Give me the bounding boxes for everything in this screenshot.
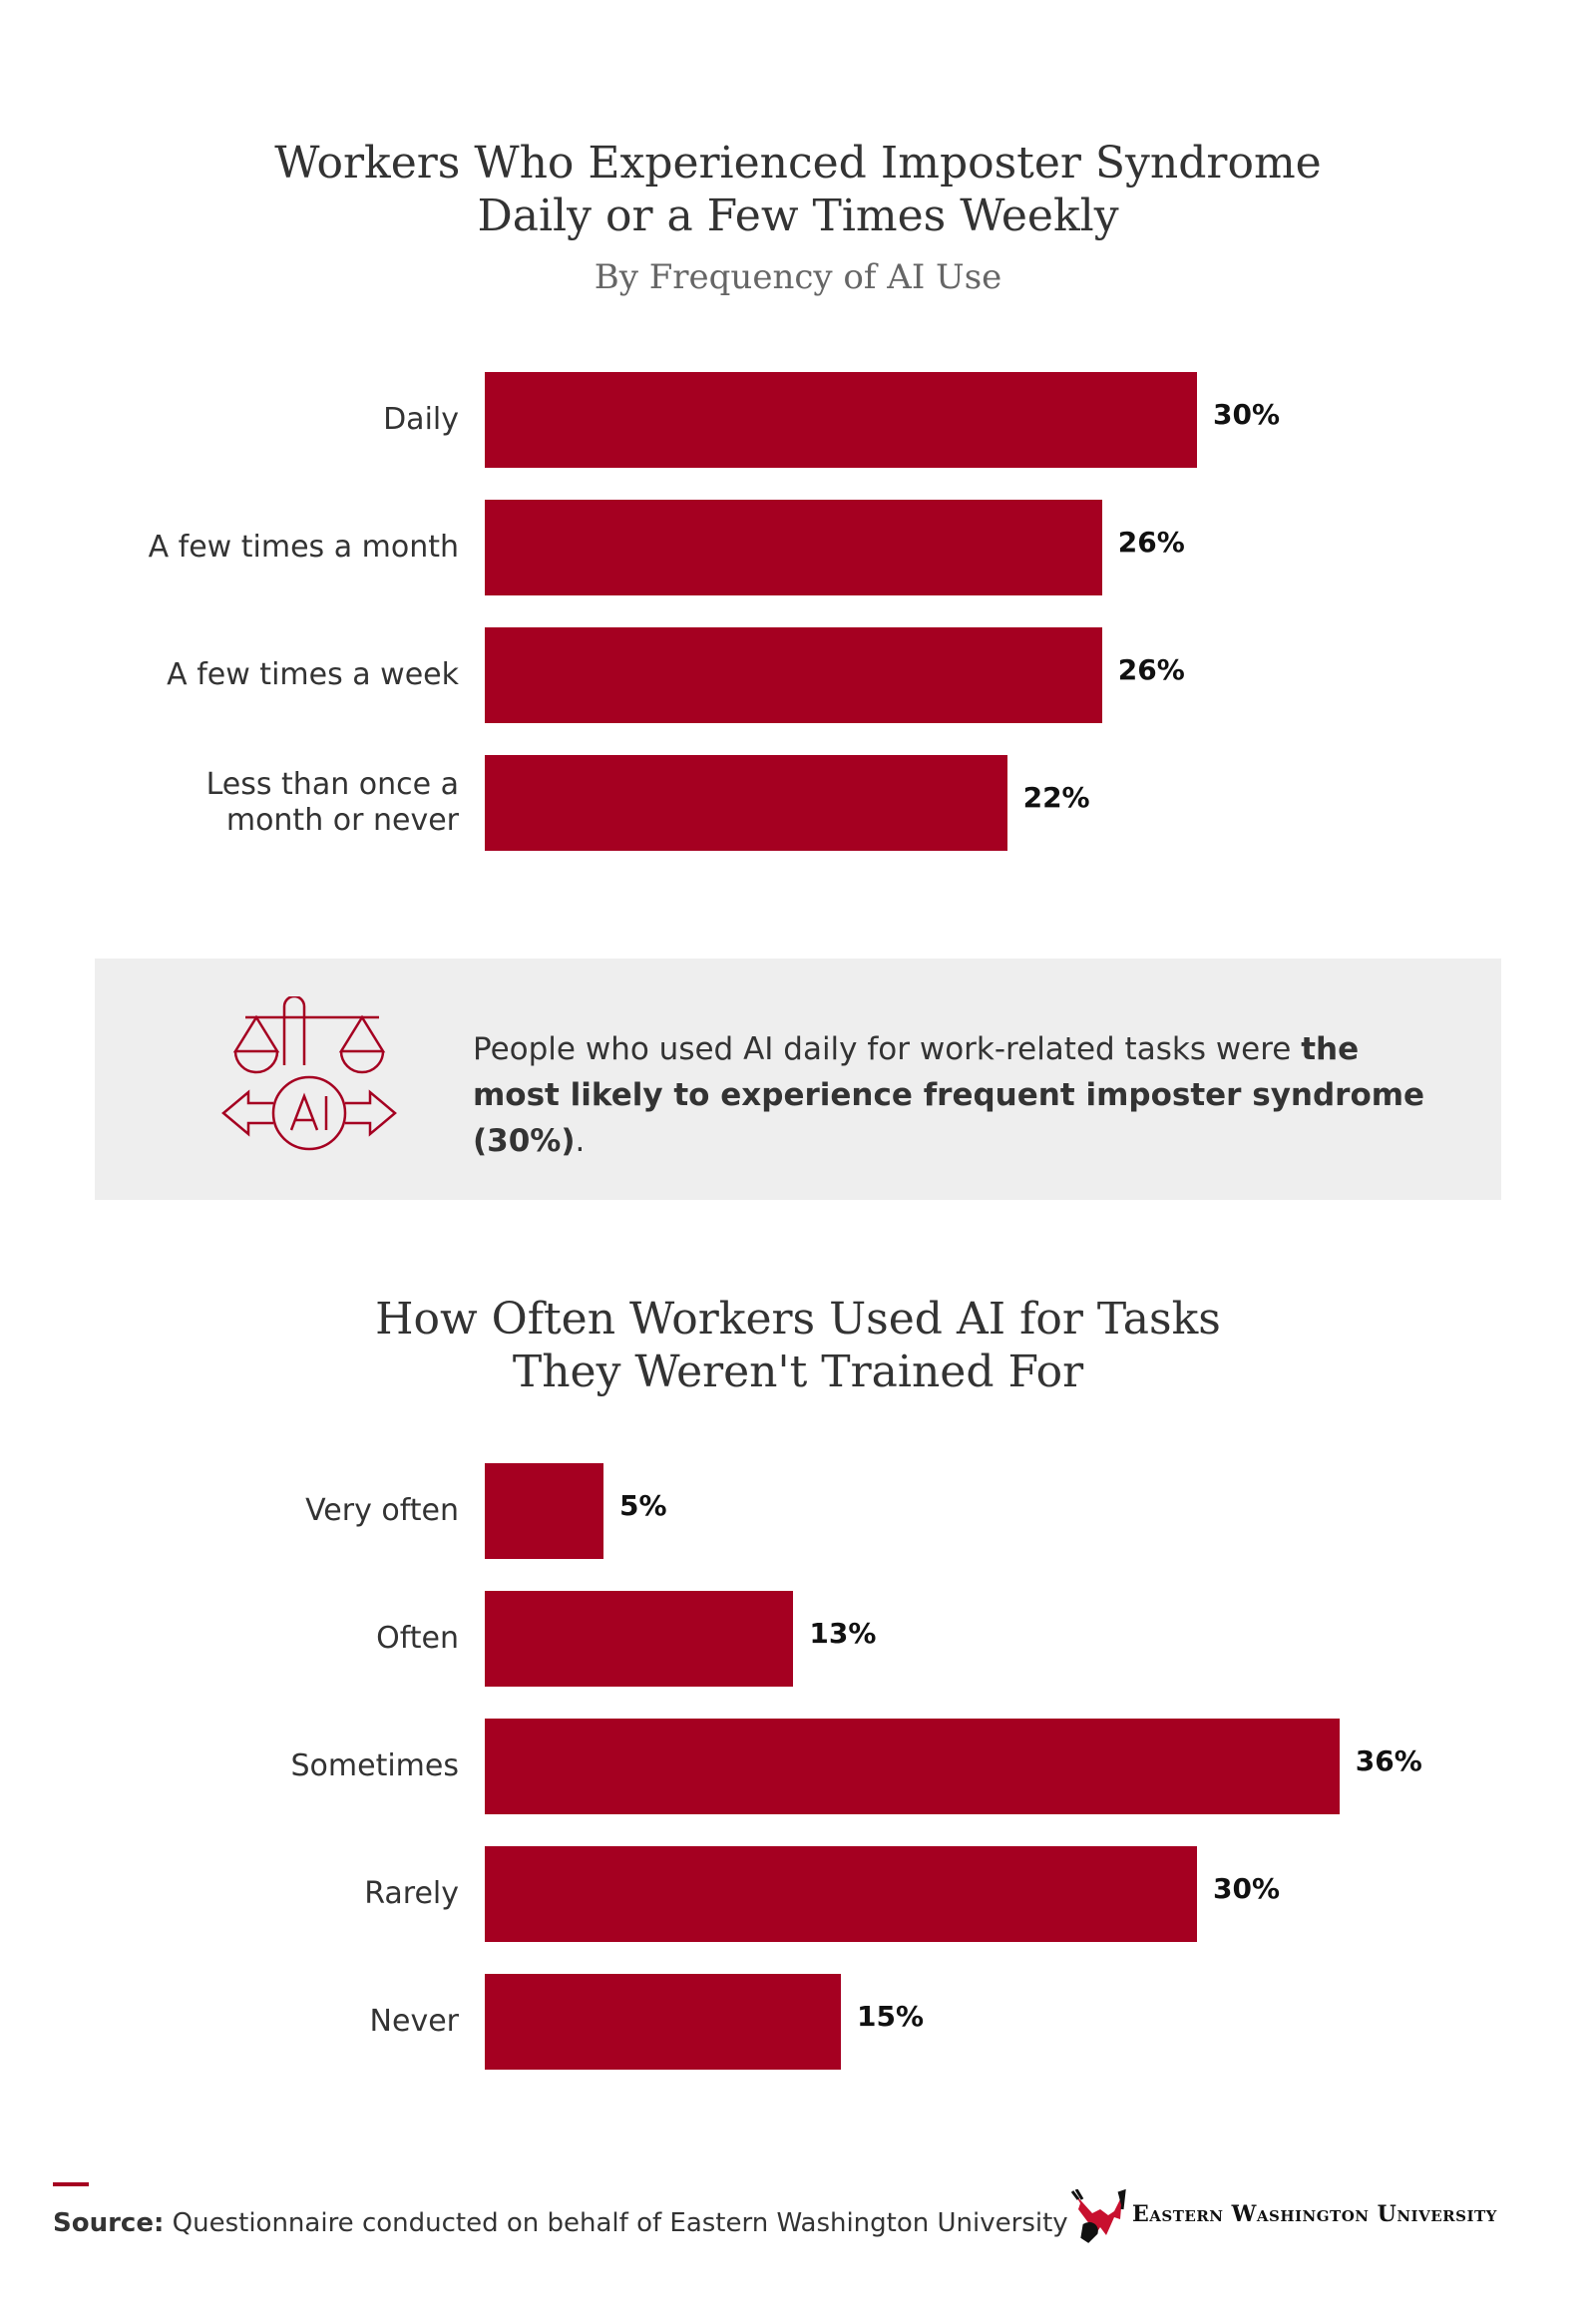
category-label-line: Less than once a xyxy=(205,767,459,802)
source-note: Source: Questionnaire conducted on behal… xyxy=(53,2208,1068,2238)
source-label: Source: xyxy=(53,2208,165,2238)
callout-box: People who used AI daily for work-relate… xyxy=(95,959,1501,1200)
category-label-line: Very often xyxy=(305,1493,459,1528)
value-label: 22% xyxy=(1022,781,1090,814)
bar xyxy=(485,500,1102,595)
category-label-line: Daily xyxy=(383,402,459,437)
value-label: 15% xyxy=(857,2000,925,2033)
category-label-line: A few times a month xyxy=(148,530,459,565)
category-label: Less than once a month or never xyxy=(40,767,459,839)
bar xyxy=(485,1591,794,1687)
callout-text-normal: People who used AI daily for work-relate… xyxy=(473,1031,1302,1067)
source-text: Questionnaire conducted on behalf of Eas… xyxy=(164,2208,1068,2238)
value-label: 30% xyxy=(1213,398,1281,431)
eagle-icon xyxy=(1070,2188,1126,2243)
category-label: Often xyxy=(40,1621,459,1657)
chart2-title-line: They Weren't Trained For xyxy=(512,1347,1084,1397)
value-label: 30% xyxy=(1213,1872,1281,1905)
chart1-title: Workers Who Experienced Imposter Syndrom… xyxy=(0,137,1596,242)
value-label: 13% xyxy=(809,1617,877,1650)
bar xyxy=(485,755,1007,851)
chart1-title-line: Workers Who Experienced Imposter Syndrom… xyxy=(274,138,1322,189)
value-label: 26% xyxy=(1117,526,1185,559)
callout-text: People who used AI daily for work-relate… xyxy=(473,1026,1450,1164)
chart1-subtitle: By Frequency of AI Use xyxy=(594,257,1002,297)
value-label: 26% xyxy=(1117,653,1185,686)
category-label: A few times a week xyxy=(40,657,459,693)
category-label-line: Often xyxy=(376,1621,459,1656)
bar xyxy=(485,1463,603,1559)
chart1-title-line: Daily or a Few Times Weekly xyxy=(477,191,1119,241)
category-label: Sometimes xyxy=(40,1748,460,1784)
bar xyxy=(485,627,1102,723)
category-label-line: Never xyxy=(369,2004,459,2039)
bar xyxy=(485,1719,1340,1814)
logo-text: Eastern Washington University xyxy=(1132,2201,1497,2227)
category-label-line: month or never xyxy=(225,803,459,838)
value-label: 5% xyxy=(619,1489,667,1522)
value-label: 36% xyxy=(1355,1744,1422,1777)
category-label: Very often xyxy=(40,1493,459,1529)
bar xyxy=(485,1846,1197,1942)
chart2-title: How Often Workers Used AI for Tasks They… xyxy=(0,1293,1596,1398)
chart2-title-line: How Often Workers Used AI for Tasks xyxy=(375,1294,1221,1345)
callout-text-bold: the most likely to experience frequent i… xyxy=(473,1031,1425,1159)
university-logo: Eastern Washington University xyxy=(1070,2188,1549,2249)
footer-divider xyxy=(53,2182,89,2186)
bar xyxy=(485,372,1197,468)
bar xyxy=(485,1974,841,2070)
scales-ai-arrows-icon xyxy=(221,996,397,1151)
callout-text-end: . xyxy=(575,1123,586,1159)
category-label: Rarely xyxy=(40,1876,459,1912)
category-label: A few times a month xyxy=(40,530,459,566)
category-label: Daily xyxy=(40,402,459,438)
category-label-line: A few times a week xyxy=(167,657,459,692)
category-label-line: Rarely xyxy=(364,1876,459,1911)
category-label: Never xyxy=(40,2004,459,2040)
category-label-line: Sometimes xyxy=(290,1748,460,1783)
